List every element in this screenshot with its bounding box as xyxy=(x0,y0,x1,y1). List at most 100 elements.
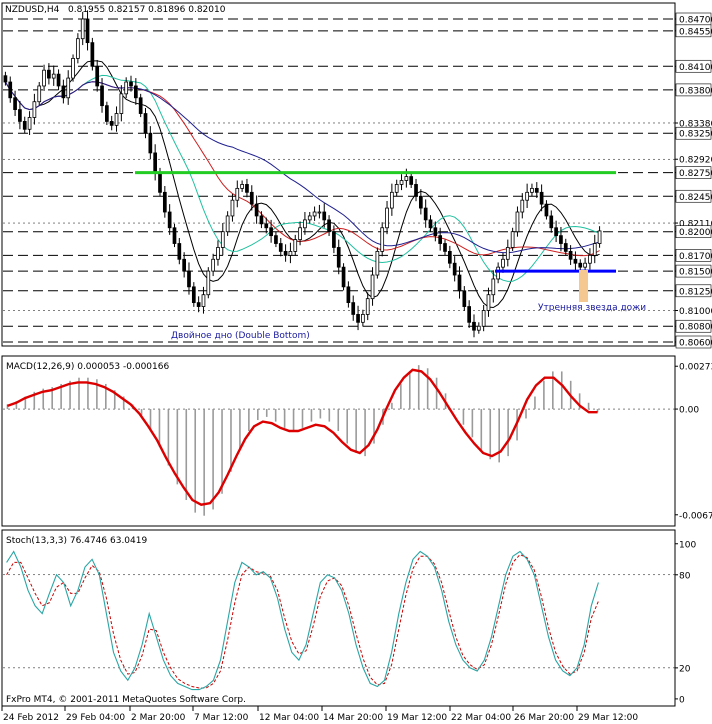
price-tag-box xyxy=(675,126,712,140)
candle-body xyxy=(13,97,17,110)
candle-body xyxy=(554,227,558,237)
time-axis-label: 14 Mar 20:00 xyxy=(323,713,383,723)
candle-body xyxy=(167,211,172,229)
candle-body xyxy=(177,243,182,260)
double-bottom-annotation: Двойное дно (Double Bottom) xyxy=(171,331,310,341)
candle-body xyxy=(182,258,186,272)
candle-body xyxy=(332,231,336,248)
time-axis-label: 12 Mar 04:00 xyxy=(259,713,319,723)
candle-body xyxy=(51,73,56,79)
candle-body xyxy=(264,223,269,229)
candle-body xyxy=(380,227,385,252)
candle-body xyxy=(148,132,153,154)
stochastic-panel[interactable] xyxy=(1,529,676,707)
candlestick-series xyxy=(3,10,602,338)
candle-body xyxy=(8,81,13,99)
candle-body xyxy=(76,38,80,59)
candle-body xyxy=(520,199,525,213)
candle-body xyxy=(573,258,578,264)
stoch-tick-label: 100 xyxy=(679,540,696,550)
price-tag-box xyxy=(675,284,712,298)
candle-body xyxy=(588,254,592,264)
candle-body xyxy=(240,184,244,189)
price-tag-box xyxy=(675,319,712,333)
candle-body xyxy=(129,81,133,87)
candle-body xyxy=(307,215,312,221)
candle-body xyxy=(61,85,66,99)
candle-body xyxy=(336,247,341,268)
price-panel[interactable] xyxy=(1,2,676,347)
candle-body xyxy=(486,294,491,311)
time-axis-label: 7 Mar 12:00 xyxy=(194,713,249,723)
candle-body xyxy=(216,247,220,260)
morning-doji-star-annotation: Утренняя звезда дожи xyxy=(538,303,646,313)
candle-body xyxy=(423,207,428,221)
macd-title: MACD(12,26,9) 0.000053 -0.000166 xyxy=(6,362,169,372)
candle-body xyxy=(158,172,162,193)
candle-body xyxy=(95,65,100,87)
candle-body xyxy=(351,302,356,315)
candle-body xyxy=(476,325,481,331)
candle-body xyxy=(399,180,404,185)
stoch-tick-label: 20 xyxy=(679,664,691,674)
candle-body xyxy=(312,211,317,217)
candle-body xyxy=(317,211,322,214)
price-tag-box xyxy=(675,189,712,203)
candle-body xyxy=(539,191,544,205)
candle-body xyxy=(356,314,360,323)
time-axis-label: 2 Mar 20:00 xyxy=(131,713,186,723)
candle-body xyxy=(327,219,331,233)
candle-body xyxy=(37,85,42,103)
candle-body xyxy=(322,211,327,221)
candle-body xyxy=(559,235,563,244)
candle-body xyxy=(133,85,138,99)
candle-body xyxy=(544,203,549,217)
candle-body xyxy=(597,230,602,244)
candle-body xyxy=(138,97,143,114)
macd-panel[interactable] xyxy=(1,355,676,527)
candle-body xyxy=(32,101,37,118)
candle-body xyxy=(172,227,177,244)
candle-body xyxy=(249,191,254,205)
candle-body xyxy=(274,235,278,244)
candle-body xyxy=(288,251,293,256)
candle-body xyxy=(549,215,554,229)
candle-body xyxy=(201,294,206,307)
candle-body xyxy=(235,187,240,201)
candle-body xyxy=(419,195,423,209)
price-tag-box xyxy=(675,225,712,239)
candle-body xyxy=(90,42,95,67)
symbol-timeframe: NZDUSD,H4 xyxy=(5,5,60,15)
candle-body xyxy=(443,243,447,252)
horizontal-levels[interactable] xyxy=(135,171,616,273)
candle-body xyxy=(303,219,307,229)
candle-body xyxy=(245,184,249,193)
candle-body xyxy=(119,93,124,114)
candle-body xyxy=(394,184,399,193)
stoch-gridlines xyxy=(3,574,675,669)
candle-body xyxy=(114,113,119,126)
candle-body xyxy=(27,117,32,130)
candle-body xyxy=(525,191,529,201)
price-tick-label: 0.80600 xyxy=(679,339,712,349)
candle-body xyxy=(22,121,27,130)
candle-body xyxy=(56,73,61,87)
candle-body xyxy=(42,69,46,87)
candle-body xyxy=(452,262,457,276)
doji-star-highlight xyxy=(579,270,588,302)
candle-body xyxy=(191,286,196,304)
sma-navy-line xyxy=(4,81,600,254)
macd-tick-label: 0.00 xyxy=(679,406,699,416)
candle-body xyxy=(153,152,158,174)
